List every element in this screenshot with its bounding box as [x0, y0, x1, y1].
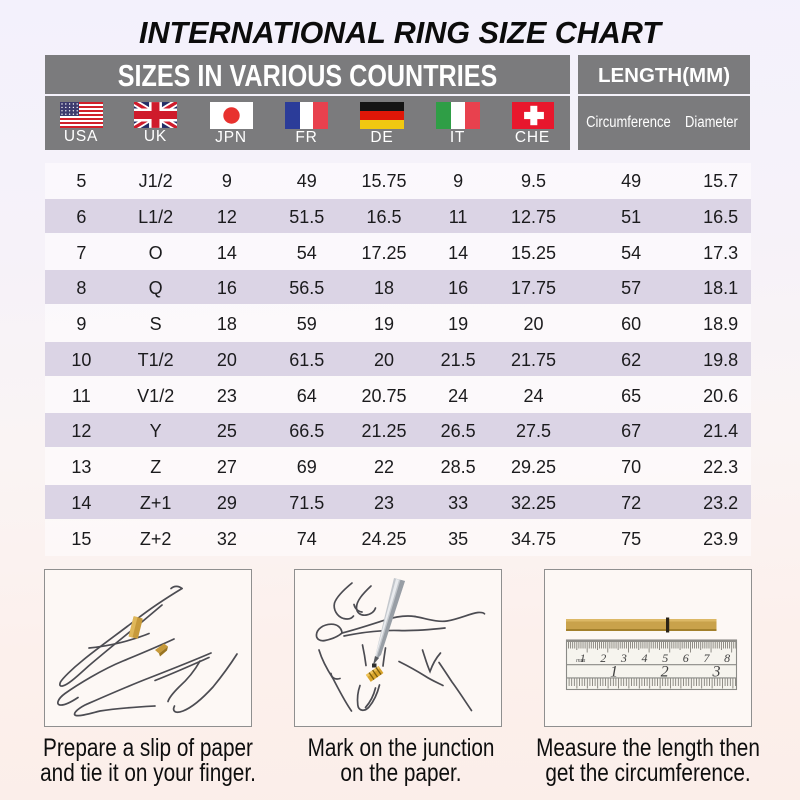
svg-text:3: 3 [620, 651, 627, 665]
svg-text:3: 3 [712, 664, 721, 681]
svg-text:1: 1 [610, 664, 618, 681]
svg-text:8: 8 [724, 651, 730, 665]
svg-text:1: 1 [580, 651, 586, 665]
svg-text:mm: mm [576, 657, 586, 664]
svg-text:6: 6 [683, 651, 689, 665]
svg-text:2: 2 [600, 651, 606, 665]
svg-text:2: 2 [661, 664, 669, 681]
svg-text:4: 4 [642, 651, 648, 665]
svg-text:7: 7 [704, 651, 711, 665]
svg-text:5: 5 [662, 651, 668, 665]
